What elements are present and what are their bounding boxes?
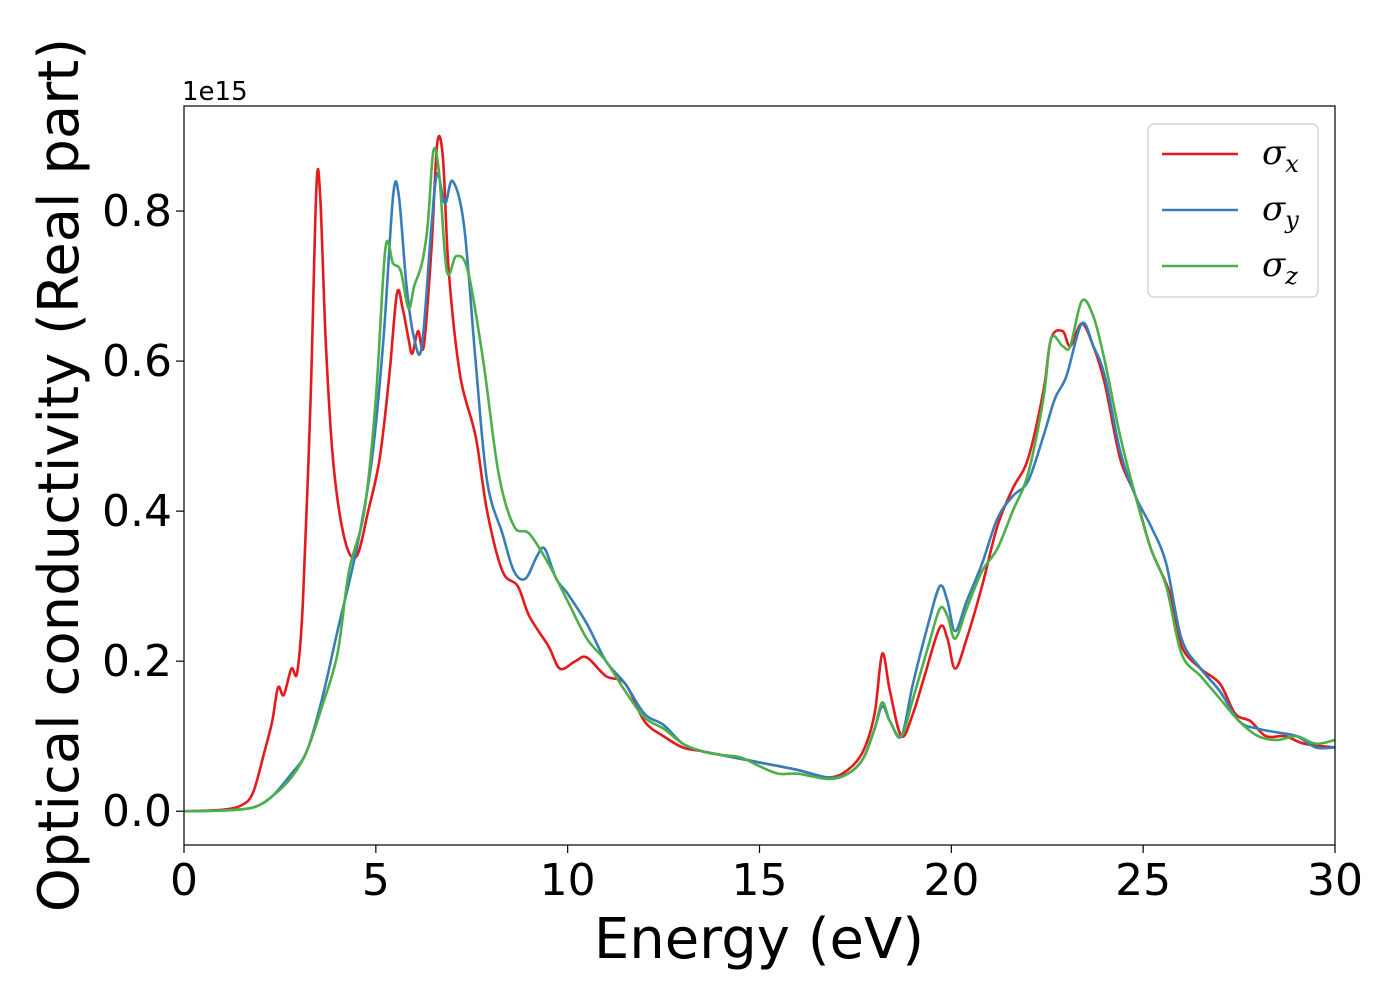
legend-label-x: σx	[1262, 133, 1299, 178]
y-tick-label: 0.6	[102, 336, 172, 387]
y-tick-label: 0.4	[102, 486, 172, 537]
x-tick-label: 15	[732, 855, 788, 906]
x-tick-label: 20	[923, 855, 979, 906]
series-layer	[184, 134, 1335, 813]
y-axis-label: Optical conductivity (Real part)	[27, 38, 92, 912]
y-offset-label: 1e15	[182, 77, 248, 107]
x-tick-label: 10	[540, 855, 596, 906]
x-tick-label: 30	[1307, 855, 1363, 906]
x-tick-label: 0	[170, 855, 198, 906]
y-tick-label: 0.8	[102, 186, 172, 237]
y-tick-label: 0.0	[102, 786, 172, 837]
series-line-z	[184, 146, 1335, 813]
x-axis-label: Energy (eV)	[594, 907, 924, 972]
x-tick-label: 25	[1115, 855, 1171, 906]
y-axis-ticks: 0.0 0.2 0.4 0.6 0.8	[102, 186, 184, 837]
x-tick-label: 5	[362, 855, 390, 906]
x-axis-ticks: 0 5 10 15 20 25 30	[170, 845, 1363, 906]
legend-label-y: σy	[1262, 189, 1299, 234]
y-tick-label: 0.2	[102, 636, 172, 687]
